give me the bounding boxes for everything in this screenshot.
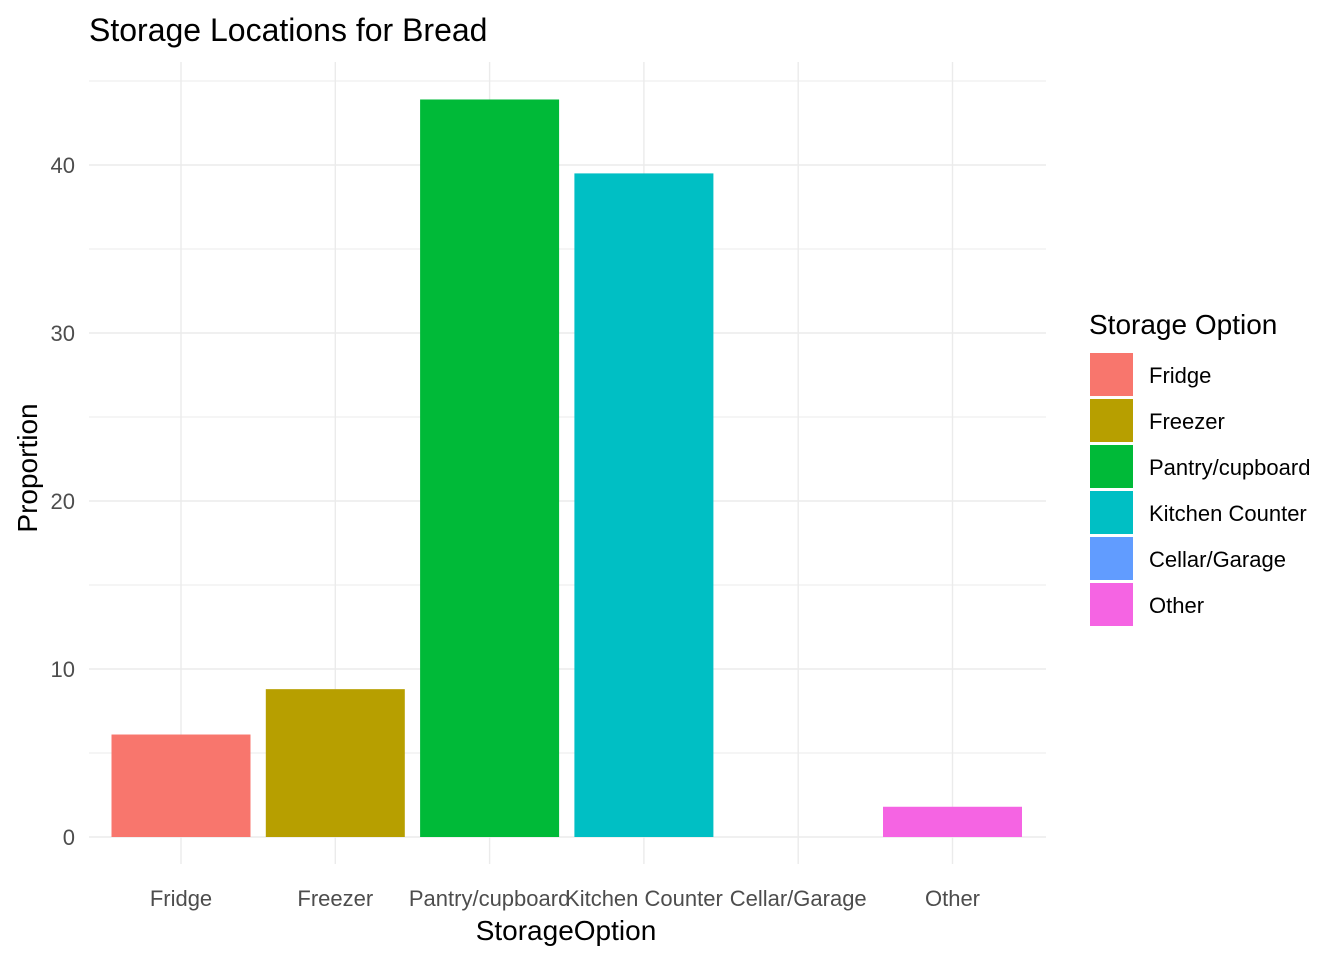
legend-key — [1090, 399, 1133, 442]
bar-pantry-cupboard — [420, 99, 560, 838]
legend-label: Fridge — [1149, 363, 1211, 388]
legend-label: Other — [1149, 593, 1204, 618]
legend-label: Freezer — [1149, 409, 1225, 434]
legend-label: Kitchen Counter — [1149, 501, 1307, 526]
bar-other — [883, 806, 1022, 837]
bar-fridge — [111, 734, 251, 837]
legend: Storage Option Fridge Freezer Pantry/cupbo… — [1089, 309, 1310, 626]
x-tick-label: Fridge — [150, 886, 212, 911]
y-axis-title: Proportion — [12, 403, 43, 532]
legend-key — [1090, 537, 1133, 580]
y-tick-label: 40 — [51, 153, 75, 178]
x-tick-label: Other — [925, 886, 980, 911]
bar-kitchen-counter — [574, 173, 714, 837]
legend-key — [1090, 491, 1133, 534]
x-axis-title: StorageOption — [476, 915, 657, 946]
y-tick-label: 30 — [51, 321, 75, 346]
legend-title: Storage Option — [1089, 309, 1277, 340]
legend-key — [1090, 353, 1133, 396]
legend-items: Fridge Freezer Pantry/cupboard Kitchen Coun… — [1090, 353, 1310, 626]
bar-freezer — [265, 689, 405, 837]
x-tick-label: Pantry/cupboard — [409, 886, 570, 911]
x-tick-label: Cellar/Garage — [730, 886, 867, 911]
legend-label: Cellar/Garage — [1149, 547, 1286, 572]
bars — [111, 99, 1022, 838]
y-axis-ticks: 0 10 20 30 40 — [51, 153, 75, 850]
y-tick-label: 20 — [51, 489, 75, 514]
legend-key — [1090, 583, 1133, 626]
chart-title: Storage Locations for Bread — [89, 12, 487, 48]
y-tick-label: 0 — [63, 825, 75, 850]
x-tick-label: Freezer — [297, 886, 373, 911]
legend-key — [1090, 445, 1133, 488]
y-tick-label: 10 — [51, 657, 75, 682]
x-tick-label: Kitchen Counter — [565, 886, 723, 911]
legend-label: Pantry/cupboard — [1149, 455, 1310, 480]
